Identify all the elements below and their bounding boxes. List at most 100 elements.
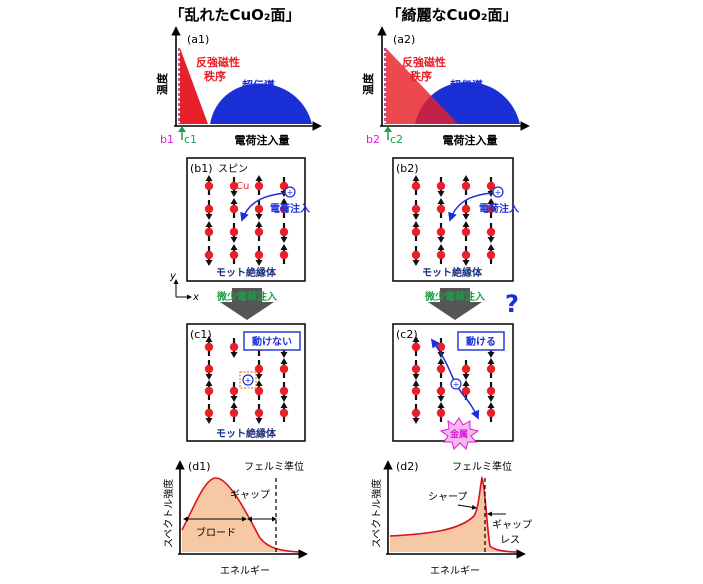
y-axis-letter: y [169, 271, 177, 282]
header-left: 「乱れたCuO₂面」 [169, 6, 300, 24]
cu-atom [204, 408, 214, 418]
broad-label: ブロード [196, 526, 236, 539]
trapped-hole-box [239, 371, 257, 389]
spin-arrowhead [487, 402, 495, 408]
spin-arrowhead [230, 198, 238, 204]
afm-label: 反強磁性 秩序 [196, 55, 244, 83]
spin-arrowhead [412, 214, 420, 220]
panel-c1: (c1) 動けない + モット絶縁体 [186, 323, 306, 442]
cu-atom [411, 250, 421, 260]
cu-atom [204, 342, 214, 352]
panel-frame [392, 157, 514, 282]
cu-atom [411, 408, 421, 418]
spin-arrowhead [487, 352, 495, 358]
cu-atom [436, 408, 446, 418]
spin-arrowhead [230, 191, 238, 197]
cu-atom [486, 250, 496, 260]
spin-arrowhead [280, 402, 288, 408]
spin-arrowhead [280, 198, 288, 204]
xy-axes-legend: y x [169, 271, 199, 303]
hole-icon [284, 186, 296, 198]
cu-atom [279, 386, 289, 396]
cu-atom [254, 181, 264, 191]
spin-arrowhead [205, 260, 213, 266]
spin-label: スピン [218, 163, 248, 175]
spin-arrowhead [280, 352, 288, 358]
mott-label: モット絶縁体 [422, 266, 483, 279]
x-axis-title: エネルギー [220, 565, 270, 577]
inject-label: 電荷注入 [270, 202, 310, 215]
cu-atom [279, 364, 289, 374]
panel-b1: (b1) スピン Cu + 電荷注入 モット絶縁体 [186, 157, 310, 282]
cu-atom [204, 227, 214, 237]
spin-arrowhead [255, 221, 263, 227]
spectrum-curve [181, 477, 301, 553]
cu-atom [204, 386, 214, 396]
sharp-label: シャープ [428, 491, 467, 503]
spin-arrowhead [437, 191, 445, 197]
sc-label: 超伝導 [449, 78, 483, 92]
inject-label: 電荷注入 [479, 202, 519, 215]
spin-arrowhead [205, 175, 213, 181]
spin-arrowhead [230, 244, 238, 250]
down-arrow-right [428, 288, 482, 320]
spin-arrowhead [437, 244, 445, 250]
spin-arrowhead [412, 175, 420, 181]
x-axis-letter: x [192, 292, 199, 303]
fermi-label: フェルミ準位 [244, 460, 304, 473]
cu-atom [254, 227, 264, 237]
svg-text:+: + [495, 188, 502, 197]
cu-atom [411, 342, 421, 352]
afm-region [180, 48, 208, 124]
spin-arrowhead [280, 237, 288, 243]
cu-atom [254, 250, 264, 260]
spin-arrowhead [437, 237, 445, 243]
spin-lattice [411, 175, 496, 266]
x-axis-title: 電荷注入量 [443, 133, 498, 147]
spin-arrowhead [280, 244, 288, 250]
afm-region [386, 48, 458, 124]
panel-label: (d2) [396, 460, 419, 473]
hole-icon [492, 186, 504, 198]
cu-atom [204, 250, 214, 260]
spin-arrowhead [205, 336, 213, 342]
spin-arrowhead [230, 402, 238, 408]
spin-arrowhead [255, 214, 263, 220]
spin-arrowhead [412, 374, 420, 380]
cu-atom [461, 204, 471, 214]
panel-label: (c2) [396, 328, 418, 341]
mott-label: モット絶縁体 [216, 266, 277, 279]
spin-arrowhead [205, 374, 213, 380]
spin-arrowhead [280, 396, 288, 402]
gapless-label: ギャップ レス [492, 519, 535, 546]
cu-atom [279, 227, 289, 237]
cu-atom [411, 364, 421, 374]
mark-c-label: c1 [184, 133, 197, 146]
spin-arrowhead [255, 374, 263, 380]
cu-atom [436, 204, 446, 214]
sc-dome [210, 83, 312, 124]
cu-atom [461, 181, 471, 191]
svg-text:+: + [287, 188, 294, 197]
spin-arrowhead [412, 380, 420, 386]
cu-atom [229, 250, 239, 260]
status-label: 動ける [466, 335, 496, 348]
spin-arrowhead [255, 418, 263, 424]
status-label: 動けない [252, 335, 292, 348]
spectrum-left: (d1) フェルミ準位 ギャップ ブロード スペクトル強度 エネルギー [162, 460, 308, 577]
mott-label: モット絶縁体 [216, 427, 277, 440]
sharp-arrow [457, 504, 477, 510]
phase-diagram-right: (a2) 温度 電荷注入量 反強磁性 秩序 超伝導 b2 c2 [361, 26, 530, 147]
cu-atom [486, 204, 496, 214]
spin-arrowhead [255, 175, 263, 181]
cu-atom [411, 204, 421, 214]
spin-arrowhead [205, 418, 213, 424]
spin-arrowhead [205, 221, 213, 227]
panel-c2: (c2) 動ける + 金属 [392, 323, 514, 450]
spin-arrowhead [487, 396, 495, 402]
hole-icon [242, 374, 254, 386]
cu-atom [411, 386, 421, 396]
cu-atom [486, 364, 496, 374]
mark-b-label: b1 [160, 133, 174, 146]
spin-lattice [204, 175, 289, 266]
